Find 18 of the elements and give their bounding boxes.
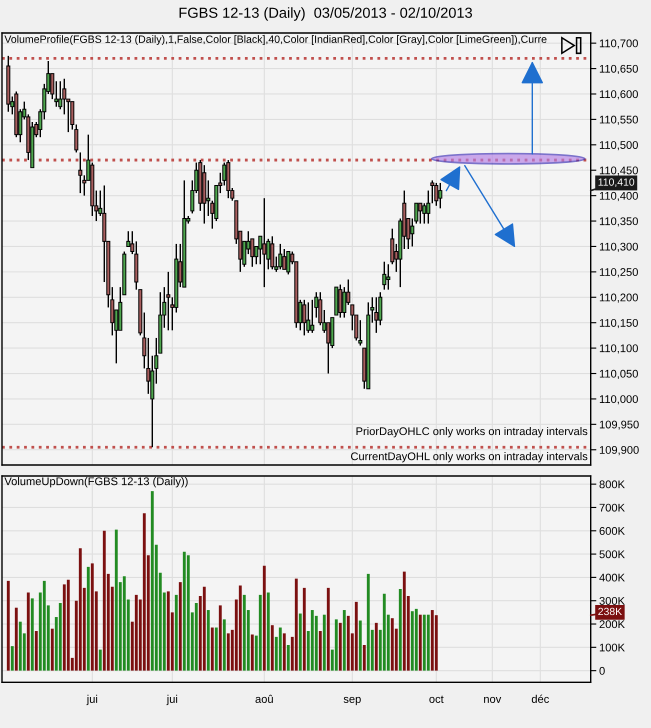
x-tick-label: oct: [429, 696, 444, 703]
y-tick-label: 0: [599, 666, 605, 675]
x-tick-label: sep: [344, 696, 361, 706]
x-tick-label: déc: [532, 694, 549, 703]
chart-title: VolumeUpDown(FGBS 12-13 (Daily)): [4, 477, 188, 488]
y-tick-label: 700K: [600, 504, 625, 512]
text: 238K: [598, 608, 622, 616]
y-tick-label: 300K: [599, 596, 625, 605]
y-tick-label: 400K: [599, 574, 625, 582]
y-tick-label: 800K: [600, 480, 625, 488]
x-tick-label: nov: [484, 696, 502, 703]
y-tick-label: 600K: [600, 527, 625, 535]
x-tick-label: jui: [166, 694, 178, 706]
x-tick-label: aoû: [256, 694, 273, 703]
y-tick-label: 100K: [600, 644, 625, 652]
x-tick-label: jui: [86, 694, 98, 706]
y-tick-label: 500K: [599, 550, 625, 558]
y-tick-label: 200K: [600, 620, 625, 628]
